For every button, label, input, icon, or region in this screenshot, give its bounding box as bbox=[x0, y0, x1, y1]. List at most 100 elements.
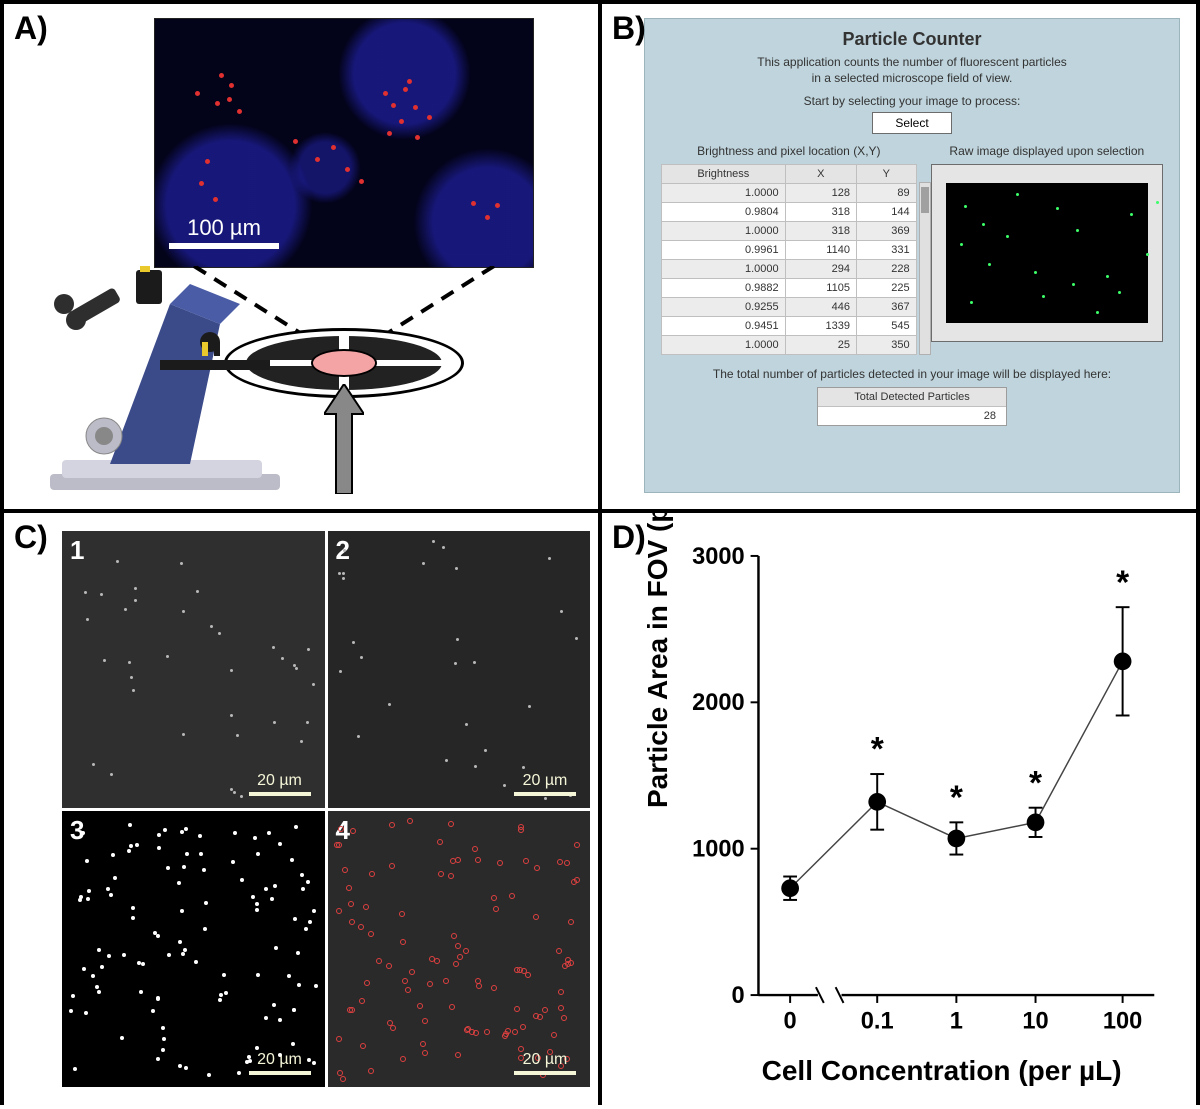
particle-dot bbox=[472, 846, 478, 852]
particle-dot bbox=[493, 906, 499, 912]
table-row[interactable]: 1.000012889 bbox=[662, 184, 917, 203]
particle-dot bbox=[476, 983, 482, 989]
particle-dot bbox=[512, 1029, 518, 1035]
fluorescent-particle bbox=[293, 139, 298, 144]
app-start-text: Start by selecting your image to process… bbox=[661, 94, 1163, 108]
particle-dot bbox=[156, 934, 160, 938]
particle-dot bbox=[427, 981, 433, 987]
particle-dot bbox=[348, 901, 354, 907]
particle-dot bbox=[557, 859, 563, 865]
detected-particle-dot bbox=[964, 205, 967, 208]
particle-dot bbox=[417, 1003, 423, 1009]
particle-dot bbox=[528, 705, 531, 708]
particle-dot bbox=[202, 868, 206, 872]
particle-dot bbox=[422, 562, 425, 565]
fluorescent-particle bbox=[415, 135, 420, 140]
scrollbar-thumb[interactable] bbox=[921, 187, 929, 213]
fluorescent-particle bbox=[237, 109, 242, 114]
particle-dot bbox=[342, 572, 345, 575]
table-scrollbar[interactable] bbox=[919, 182, 931, 355]
data-marker bbox=[868, 793, 886, 811]
scalebar-c: 20 µm bbox=[514, 772, 576, 796]
particle-dot bbox=[389, 822, 395, 828]
table-row[interactable]: 0.99611140331 bbox=[662, 241, 917, 260]
fluorescent-particle bbox=[199, 181, 204, 186]
particle-dot bbox=[180, 909, 184, 913]
table-row[interactable]: 1.0000294228 bbox=[662, 260, 917, 279]
particle-dot bbox=[300, 740, 303, 743]
particle-dot bbox=[181, 952, 185, 956]
particle-dot bbox=[180, 562, 183, 565]
particle-dot bbox=[109, 893, 113, 897]
particle-dot bbox=[253, 836, 257, 840]
table-row[interactable]: 0.9804318144 bbox=[662, 203, 917, 222]
scalebar-c-bar bbox=[514, 1071, 576, 1075]
particle-dot bbox=[127, 849, 131, 853]
select-button[interactable]: Select bbox=[872, 112, 951, 134]
scalebar-a: 100 µm bbox=[169, 215, 279, 249]
table-row[interactable]: 0.9255446367 bbox=[662, 298, 917, 317]
particle-dot bbox=[338, 572, 341, 575]
scalebar-c-bar bbox=[249, 1071, 311, 1075]
particle-dot bbox=[474, 765, 477, 768]
particle-dot bbox=[69, 1009, 73, 1013]
table-row[interactable]: 0.94511339545 bbox=[662, 317, 917, 336]
particle-dot bbox=[453, 961, 459, 967]
detected-particle-dot bbox=[970, 301, 973, 304]
fluorescence-micrograph: 100 µm bbox=[154, 18, 534, 268]
scalebar-c: 20 µm bbox=[249, 772, 311, 796]
app-left-column: Brightness and pixel location (X,Y) Brig… bbox=[661, 144, 917, 355]
fluorescent-particle bbox=[403, 87, 408, 92]
particle-dot bbox=[314, 984, 318, 988]
particle-dot bbox=[183, 948, 187, 952]
particle-dot bbox=[178, 940, 182, 944]
particle-dot bbox=[386, 963, 392, 969]
particle-dot bbox=[167, 953, 171, 957]
detected-particle-dot bbox=[1096, 311, 1099, 314]
particle-dot bbox=[336, 908, 342, 914]
particle-dot bbox=[273, 884, 277, 888]
particle-dot bbox=[388, 703, 391, 706]
table-row[interactable]: 1.0000318369 bbox=[662, 222, 917, 241]
panel-a: A) 100 µm bbox=[4, 4, 598, 509]
detected-particle-dot bbox=[1034, 271, 1037, 274]
col-y: Y bbox=[856, 165, 916, 184]
particle-dot bbox=[116, 560, 119, 563]
particle-dot bbox=[198, 834, 202, 838]
particle-dot bbox=[130, 676, 133, 679]
particle-dot bbox=[219, 993, 223, 997]
particle-dot bbox=[463, 948, 469, 954]
particle-dot bbox=[157, 833, 161, 837]
particle-dot bbox=[558, 1005, 564, 1011]
significance-star: * bbox=[1029, 765, 1042, 802]
table-cell: 1339 bbox=[785, 317, 856, 336]
table-row[interactable]: 0.98821105225 bbox=[662, 279, 917, 298]
detected-particle-dot bbox=[1130, 213, 1133, 216]
particle-dot bbox=[124, 608, 127, 611]
particle-dot bbox=[491, 985, 497, 991]
particle-dot bbox=[264, 887, 268, 891]
particle-dot bbox=[82, 967, 86, 971]
particle-dot bbox=[451, 933, 457, 939]
particle-table-wrapper: Brightness X Y 1.0000128890.98043181441.… bbox=[661, 164, 917, 355]
scalebar-c: 20 µm bbox=[514, 1051, 576, 1075]
particle-dot bbox=[407, 818, 413, 824]
table-cell: 1.0000 bbox=[662, 184, 786, 203]
particle-dot bbox=[491, 895, 497, 901]
particle-dot bbox=[86, 897, 90, 901]
table-row[interactable]: 1.000025350 bbox=[662, 336, 917, 355]
particle-dot bbox=[182, 733, 185, 736]
table-cell: 367 bbox=[856, 298, 916, 317]
particle-dot bbox=[294, 825, 298, 829]
particle-dot bbox=[106, 887, 110, 891]
particle-dot bbox=[376, 958, 382, 964]
particle-dot bbox=[163, 828, 167, 832]
particle-dot bbox=[312, 683, 315, 686]
particle-dot bbox=[84, 591, 87, 594]
particle-dot bbox=[473, 661, 476, 664]
particle-dot bbox=[537, 1014, 543, 1020]
particle-dot bbox=[290, 858, 294, 862]
particle-dot bbox=[236, 734, 239, 737]
particle-dot bbox=[503, 784, 506, 787]
particle-dot bbox=[103, 659, 106, 662]
